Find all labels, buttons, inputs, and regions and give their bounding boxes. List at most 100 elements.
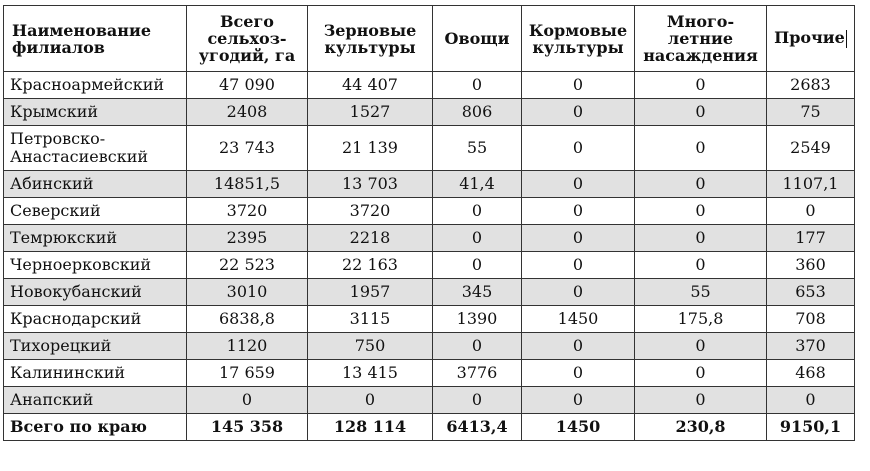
value-cell: 3115 bbox=[307, 305, 433, 333]
table-row: Черноерковский 22 523 22 163 0 0 0 360 bbox=[3, 251, 855, 279]
value-cell: 75 bbox=[766, 98, 855, 126]
value-cell: 1120 bbox=[186, 332, 308, 360]
value-cell: 0 bbox=[766, 197, 855, 225]
value-cell: 0 bbox=[521, 359, 635, 387]
value-cell: 0 bbox=[634, 332, 767, 360]
value-cell: 22 163 bbox=[307, 251, 433, 279]
value-cell: 55 bbox=[432, 125, 522, 171]
branch-name-cell: Петровско-Анастасиевский bbox=[3, 125, 187, 171]
value-cell: 14851,5 bbox=[186, 170, 308, 198]
table-row: Петровско-Анастасиевский 23 743 21 139 55 0 0… bbox=[3, 125, 855, 171]
table-row: Калининский 17 659 13 415 3776 0 0 468 bbox=[3, 359, 855, 387]
value-cell: 3010 bbox=[186, 278, 308, 306]
header-perennial-plantings: Много-летние насаждения bbox=[634, 5, 767, 72]
header-branch-name: Наименование филиалов bbox=[3, 5, 187, 72]
total-value-cell: 128 114 bbox=[307, 413, 433, 441]
value-cell: 3720 bbox=[307, 197, 433, 225]
value-cell: 468 bbox=[766, 359, 855, 387]
value-cell: 0 bbox=[307, 386, 433, 414]
total-value-cell: 6413,4 bbox=[432, 413, 522, 441]
value-cell: 0 bbox=[432, 71, 522, 99]
total-row: Всего по краю 145 358 128 114 6413,4 1450 230… bbox=[3, 413, 855, 441]
value-cell: 345 bbox=[432, 278, 522, 306]
value-cell: 13 415 bbox=[307, 359, 433, 387]
branch-name-cell: Темрюкский bbox=[3, 224, 187, 252]
value-cell: 3720 bbox=[186, 197, 308, 225]
value-cell: 0 bbox=[521, 125, 635, 171]
value-cell: 6838,8 bbox=[186, 305, 308, 333]
total-label-cell: Всего по краю bbox=[3, 413, 187, 441]
table-row: Анапский 0 0 0 0 0 0 bbox=[3, 386, 855, 414]
total-value-cell: 230,8 bbox=[634, 413, 767, 441]
branch-name-cell: Тихорецкий bbox=[3, 332, 187, 360]
value-cell: 175,8 bbox=[634, 305, 767, 333]
value-cell: 0 bbox=[634, 359, 767, 387]
branch-name-cell: Крымский bbox=[3, 98, 187, 126]
value-cell: 1107,1 bbox=[766, 170, 855, 198]
branch-name-cell: Анапский bbox=[3, 386, 187, 414]
value-cell: 0 bbox=[521, 386, 635, 414]
value-cell: 55 bbox=[634, 278, 767, 306]
value-cell: 0 bbox=[432, 251, 522, 279]
value-cell: 806 bbox=[432, 98, 522, 126]
header-other: Прочие bbox=[766, 5, 855, 72]
branch-name-cell: Новокубанский bbox=[3, 278, 187, 306]
value-cell: 0 bbox=[634, 386, 767, 414]
value-cell: 13 703 bbox=[307, 170, 433, 198]
header-vegetables: Овощи bbox=[432, 5, 522, 72]
table-row: Темрюкский 2395 2218 0 0 0 177 bbox=[3, 224, 855, 252]
value-cell: 2218 bbox=[307, 224, 433, 252]
header-total-land: Всего сельхоз-угодий, га bbox=[186, 5, 308, 72]
value-cell: 0 bbox=[186, 386, 308, 414]
value-cell: 177 bbox=[766, 224, 855, 252]
table-body: Красноармейский 47 090 44 407 0 0 0 2683 Крымск… bbox=[3, 71, 855, 441]
branch-name-cell: Краснодарский bbox=[3, 305, 187, 333]
value-cell: 21 139 bbox=[307, 125, 433, 171]
branch-name-cell: Красноармейский bbox=[3, 71, 187, 99]
branch-name-cell: Северский bbox=[3, 197, 187, 225]
header-row: Наименование филиалов Всего сельхоз-угод… bbox=[3, 5, 855, 72]
value-cell: 0 bbox=[521, 278, 635, 306]
value-cell: 0 bbox=[432, 197, 522, 225]
table-row: Новокубанский 3010 1957 345 0 55 653 bbox=[3, 278, 855, 306]
value-cell: 0 bbox=[634, 170, 767, 198]
value-cell: 3776 bbox=[432, 359, 522, 387]
value-cell: 0 bbox=[521, 71, 635, 99]
header-fodder-crops: Кормовые культуры bbox=[521, 5, 635, 72]
value-cell: 1450 bbox=[521, 305, 635, 333]
value-cell: 0 bbox=[521, 332, 635, 360]
value-cell: 0 bbox=[766, 386, 855, 414]
table-row: Крымский 2408 1527 806 0 0 75 bbox=[3, 98, 855, 126]
table-row: Абинский 14851,5 13 703 41,4 0 0 1107,1 bbox=[3, 170, 855, 198]
value-cell: 0 bbox=[521, 251, 635, 279]
value-cell: 370 bbox=[766, 332, 855, 360]
value-cell: 653 bbox=[766, 278, 855, 306]
table-row: Тихорецкий 1120 750 0 0 0 370 bbox=[3, 332, 855, 360]
total-value-cell: 145 358 bbox=[186, 413, 308, 441]
value-cell: 750 bbox=[307, 332, 433, 360]
value-cell: 0 bbox=[432, 224, 522, 252]
value-cell: 23 743 bbox=[186, 125, 308, 171]
value-cell: 0 bbox=[521, 98, 635, 126]
table-row: Краснодарский 6838,8 3115 1390 1450 175,8 708 bbox=[3, 305, 855, 333]
branch-name-cell: Абинский bbox=[3, 170, 187, 198]
value-cell: 2408 bbox=[186, 98, 308, 126]
value-cell: 360 bbox=[766, 251, 855, 279]
value-cell: 0 bbox=[521, 170, 635, 198]
header-grain-crops: Зерновые культуры bbox=[307, 5, 433, 72]
value-cell: 44 407 bbox=[307, 71, 433, 99]
branch-name-cell: Черноерковский bbox=[3, 251, 187, 279]
value-cell: 0 bbox=[634, 125, 767, 171]
value-cell: 0 bbox=[634, 224, 767, 252]
value-cell: 0 bbox=[634, 251, 767, 279]
value-cell: 0 bbox=[432, 386, 522, 414]
table-row: Северский 3720 3720 0 0 0 0 bbox=[3, 197, 855, 225]
value-cell: 0 bbox=[521, 197, 635, 225]
table-row: Красноармейский 47 090 44 407 0 0 0 2683 bbox=[3, 71, 855, 99]
value-cell: 1527 bbox=[307, 98, 433, 126]
value-cell: 2395 bbox=[186, 224, 308, 252]
value-cell: 0 bbox=[634, 98, 767, 126]
value-cell: 1390 bbox=[432, 305, 522, 333]
branches-land-table: Наименование филиалов Всего сельхоз-угод… bbox=[3, 5, 855, 441]
branch-name-cell: Калининский bbox=[3, 359, 187, 387]
